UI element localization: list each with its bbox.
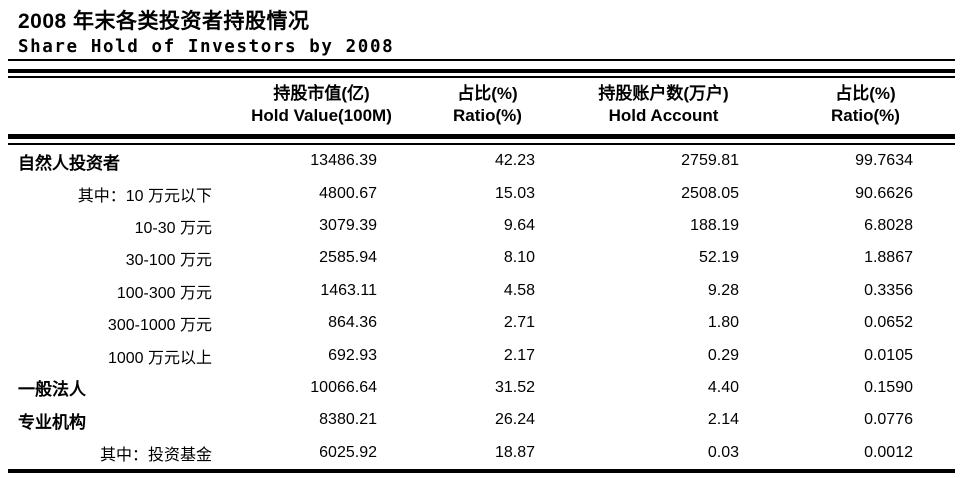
cell-hold-value: 864.36 <box>328 314 377 332</box>
subtitle-divider <box>8 59 955 61</box>
cell-hold-value: 2585.94 <box>319 249 377 267</box>
row-label: 其中：10 万元以下 <box>77 187 212 205</box>
row-label: 10-30 万元 <box>134 219 212 237</box>
cell-ratio-account: 99.7634 <box>855 152 913 170</box>
cell-ratio-account: 0.0652 <box>864 314 913 332</box>
header-label-column <box>8 82 235 127</box>
cell-ratio-value: 9.64 <box>503 216 535 234</box>
row-label: 其中：投资基金 <box>99 446 212 464</box>
cell-hold-account: 1.80 <box>707 314 739 332</box>
cell-ratio-account: 6.8028 <box>864 216 913 234</box>
row-label: 300-1000 万元 <box>107 317 212 335</box>
cell-ratio-value: 2.71 <box>503 314 535 332</box>
cell-ratio-value: 42.23 <box>494 152 535 170</box>
cell-ratio-account: 0.0012 <box>864 443 913 461</box>
cell-ratio-account: 1.8867 <box>864 249 913 267</box>
cell-ratio-account: 0.1590 <box>864 378 913 396</box>
cell-ratio-account: 0.0776 <box>864 411 913 429</box>
cell-hold-value: 6025.92 <box>319 443 377 461</box>
cell-ratio-value: 4.58 <box>503 281 535 299</box>
table-bottom-border <box>8 469 955 473</box>
cell-hold-value: 1463.11 <box>320 281 377 299</box>
cell-ratio-account: 0.0105 <box>864 346 913 364</box>
header-hold-account-en: Hold Account <box>608 106 719 125</box>
table-row-over-10m: 1000 万元以上 692.93 2.17 0.29 0.0105 <box>8 339 955 371</box>
cell-ratio-value: 31.52 <box>494 378 535 396</box>
table-row-under-100k: 其中：10 万元以下 4800.67 15.03 2508.05 90.6626 <box>8 177 955 209</box>
header-hold-account-zh: 持股账户数(万户) <box>598 84 729 103</box>
row-label: 100-300 万元 <box>116 284 212 302</box>
table-row-100k-300k: 10-30 万元 3079.39 9.64 188.19 6.8028 <box>8 210 955 242</box>
table-row-professional-institutions: 专业机构 8380.21 26.24 2.14 0.0776 <box>8 404 955 436</box>
header-ratio-value-en: Ratio(%) <box>453 106 522 125</box>
table-row-1m-3m: 100-300 万元 1463.11 4.58 9.28 0.3356 <box>8 275 955 307</box>
table-row-3m-10m: 300-1000 万元 864.36 2.71 1.80 0.0652 <box>8 307 955 339</box>
cell-hold-account: 9.28 <box>707 281 739 299</box>
cell-hold-account: 52.19 <box>698 249 739 267</box>
cell-hold-value: 10066.64 <box>310 378 377 396</box>
header-ratio-account-en: Ratio(%) <box>831 106 900 125</box>
row-label: 专业机构 <box>18 412 86 432</box>
header-hold-value-zh: 持股市值(亿) <box>273 84 370 103</box>
header-ratio-value-zh: 占比(%) <box>457 84 518 103</box>
header-hold-value: 持股市值(亿) Hold Value(100M) <box>235 82 408 127</box>
table-row-investment-funds: 其中：投资基金 6025.92 18.87 0.03 0.0012 <box>8 437 955 469</box>
cell-hold-value: 692.93 <box>328 346 377 364</box>
cell-hold-account: 0.29 <box>707 346 739 364</box>
cell-ratio-value: 8.10 <box>503 249 535 267</box>
cell-hold-account: 2508.05 <box>681 184 739 202</box>
row-label: 30-100 万元 <box>125 252 212 270</box>
cell-hold-value: 3079.39 <box>319 216 377 234</box>
header-ratio-value: 占比(%) Ratio(%) <box>414 82 561 127</box>
header-hold-value-en: Hold Value(100M) <box>251 106 392 125</box>
cell-hold-value: 13486.39 <box>310 152 377 170</box>
cell-ratio-account: 0.3356 <box>864 281 913 299</box>
page-title: 2008 年末各类投资者持股情况 <box>18 10 310 33</box>
table-header-row: 持股市值(亿) Hold Value(100M) 占比(%) Ratio(%) … <box>8 82 955 127</box>
table-row-natural-persons: 自然人投资者 13486.39 42.23 2759.81 99.7634 <box>8 145 955 177</box>
cell-ratio-value: 18.87 <box>494 443 535 461</box>
cell-ratio-value: 2.17 <box>503 346 535 364</box>
cell-hold-account: 2.14 <box>707 411 739 429</box>
cell-hold-account: 4.40 <box>707 378 739 396</box>
table-body: 自然人投资者 13486.39 42.23 2759.81 99.7634 其中… <box>8 145 955 469</box>
cell-hold-value: 4800.67 <box>319 184 377 202</box>
cell-hold-value: 8380.21 <box>319 411 377 429</box>
cell-ratio-account: 90.6626 <box>855 184 913 202</box>
table-row-general-legal-persons: 一般法人 10066.64 31.52 4.40 0.1590 <box>8 372 955 404</box>
cell-hold-account: 0.03 <box>707 443 739 461</box>
table-row-300k-1m: 30-100 万元 2585.94 8.10 52.19 1.8867 <box>8 242 955 274</box>
table-top-border <box>8 69 955 78</box>
page-subtitle: Share Hold of Investors by 2008 <box>18 37 395 57</box>
row-label: 自然人投资者 <box>18 153 120 173</box>
header-ratio-account-zh: 占比(%) <box>835 84 896 103</box>
header-ratio-account: 占比(%) Ratio(%) <box>768 82 960 127</box>
cell-hold-account: 2759.81 <box>681 152 739 170</box>
cell-hold-account: 188.19 <box>690 216 739 234</box>
cell-ratio-value: 15.03 <box>494 184 535 202</box>
header-hold-account: 持股账户数(万户) Hold Account <box>561 82 766 127</box>
cell-ratio-value: 26.24 <box>494 411 535 429</box>
row-label: 一般法人 <box>18 380 86 400</box>
header-bottom-border <box>8 134 955 145</box>
row-label: 1000 万元以上 <box>107 349 212 367</box>
